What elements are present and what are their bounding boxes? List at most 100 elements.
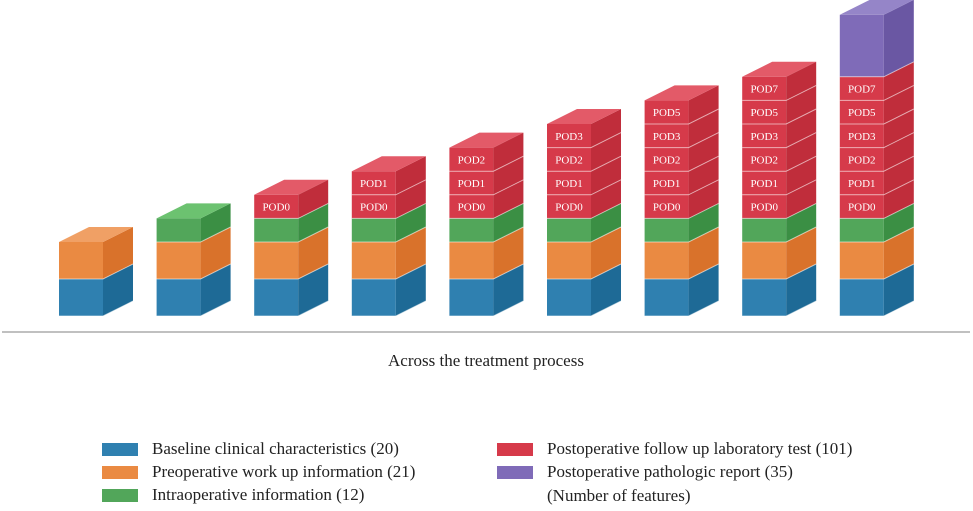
block-side-postop_lab bbox=[786, 61, 817, 101]
block-label: POD2 bbox=[653, 154, 681, 166]
block-side-postop_lab bbox=[688, 179, 719, 219]
block-side-postop_lab bbox=[786, 109, 817, 148]
block-edge bbox=[547, 263, 622, 280]
block-edge bbox=[547, 300, 622, 317]
legend-swatch-intraop bbox=[102, 488, 138, 502]
block-front-postop_lab bbox=[839, 100, 884, 124]
block-label: POD2 bbox=[458, 154, 486, 166]
block-edge bbox=[449, 179, 524, 196]
block-front-pathology bbox=[839, 14, 884, 77]
block-front-postop_lab bbox=[351, 194, 396, 219]
block-label: POD0 bbox=[458, 202, 486, 214]
block-edge bbox=[449, 155, 524, 172]
block-side-baseline bbox=[103, 264, 133, 316]
block-side-postop_lab bbox=[591, 179, 621, 219]
block-front-postop_lab bbox=[254, 194, 299, 219]
block-side-baseline bbox=[395, 264, 426, 316]
block-side-postop_lab bbox=[298, 179, 329, 219]
block-front-postop_lab bbox=[547, 147, 591, 172]
block-edge bbox=[742, 108, 817, 125]
block-side-postop_lab bbox=[786, 132, 817, 172]
block-label: POD0 bbox=[653, 202, 681, 214]
block-side-postop_lab bbox=[688, 132, 719, 172]
block-top-postop_lab bbox=[547, 109, 621, 124]
block-edge bbox=[254, 300, 329, 317]
block-side-postop_lab bbox=[883, 61, 914, 101]
block-side-preop bbox=[591, 227, 621, 279]
block-top-postop_lab bbox=[351, 156, 426, 172]
legend-swatch-pathology bbox=[497, 465, 533, 479]
block-front-postop_lab bbox=[644, 171, 689, 195]
block-front-preop bbox=[156, 242, 201, 279]
block-side-postop_lab bbox=[688, 85, 719, 124]
block-label: POD1 bbox=[653, 178, 681, 190]
block-edge bbox=[156, 300, 231, 317]
block-edge bbox=[156, 263, 231, 280]
block-top-pathology bbox=[839, 0, 914, 15]
block-side-intraop bbox=[395, 203, 426, 242]
block-label: POD2 bbox=[555, 154, 583, 166]
block-front-postop_lab bbox=[839, 171, 884, 195]
block-front-baseline bbox=[449, 279, 494, 316]
legend-swatch-baseline bbox=[102, 442, 138, 456]
block-top-postop_lab bbox=[254, 179, 329, 195]
block-front-baseline bbox=[156, 279, 201, 316]
block-label: POD7 bbox=[848, 84, 876, 96]
block-edge bbox=[156, 226, 231, 243]
block-label: POD3 bbox=[555, 131, 583, 143]
block-label: POD1 bbox=[360, 178, 388, 190]
block-front-postop_lab bbox=[839, 76, 884, 101]
block-side-intraop bbox=[883, 203, 914, 242]
block-front-intraop bbox=[644, 218, 689, 242]
block-front-postop_lab bbox=[547, 171, 591, 195]
block-side-intraop bbox=[298, 203, 329, 242]
feature-stacks: POD0 POD0 POD1 POD0 POD1 POD2 POD0 POD1 POD2 POD3… bbox=[59, 0, 915, 317]
block-edge bbox=[351, 202, 427, 219]
block-side-preop bbox=[786, 227, 817, 279]
block-front-postop_lab bbox=[742, 124, 787, 148]
block-front-baseline bbox=[839, 279, 884, 316]
block-front-preop bbox=[742, 242, 787, 279]
block-front-postop_lab bbox=[547, 194, 591, 219]
block-front-postop_lab bbox=[449, 194, 494, 219]
block-front-intraop bbox=[156, 218, 201, 242]
block-side-baseline bbox=[786, 264, 817, 316]
block-label: POD0 bbox=[555, 202, 583, 214]
block-front-postop_lab bbox=[644, 124, 689, 148]
block-edge bbox=[839, 202, 915, 219]
block-top-postop_lab bbox=[644, 85, 719, 101]
block-side-baseline bbox=[298, 264, 329, 316]
block-front-preop bbox=[839, 242, 884, 279]
block-side-preop bbox=[688, 227, 719, 279]
block-side-intraop bbox=[591, 203, 621, 242]
block-front-baseline bbox=[59, 279, 103, 316]
legend-label-preop: Preoperative work up information (21) bbox=[152, 462, 416, 481]
block-side-postop_lab bbox=[395, 179, 426, 219]
block-front-preop bbox=[449, 242, 494, 279]
block-label: POD5 bbox=[848, 107, 876, 119]
block-side-postop_lab bbox=[786, 179, 817, 219]
block-edge bbox=[547, 132, 622, 149]
block-label: POD1 bbox=[458, 178, 486, 190]
block-side-intraop bbox=[493, 203, 524, 242]
block-front-baseline bbox=[547, 279, 591, 316]
block-side-postop_lab bbox=[493, 156, 524, 195]
block-edge bbox=[547, 202, 622, 219]
legend-swatch-postop-lab bbox=[497, 442, 533, 456]
block-edge bbox=[644, 179, 719, 196]
block-label: POD0 bbox=[360, 202, 388, 214]
block-front-postop_lab bbox=[449, 171, 494, 195]
block-side-preop bbox=[883, 227, 914, 279]
block-front-postop_lab bbox=[547, 124, 591, 148]
block-front-preop bbox=[644, 242, 689, 279]
block-label: POD3 bbox=[750, 131, 778, 143]
block-front-postop_lab bbox=[351, 171, 396, 195]
block-side-postop_lab bbox=[591, 109, 621, 148]
block-front-intraop bbox=[839, 218, 884, 242]
block-front-postop_lab bbox=[742, 194, 787, 219]
block-edge bbox=[351, 226, 427, 243]
block-front-preop bbox=[547, 242, 591, 279]
legend-swatch-preop bbox=[102, 465, 138, 479]
block-side-postop_lab bbox=[688, 156, 719, 195]
